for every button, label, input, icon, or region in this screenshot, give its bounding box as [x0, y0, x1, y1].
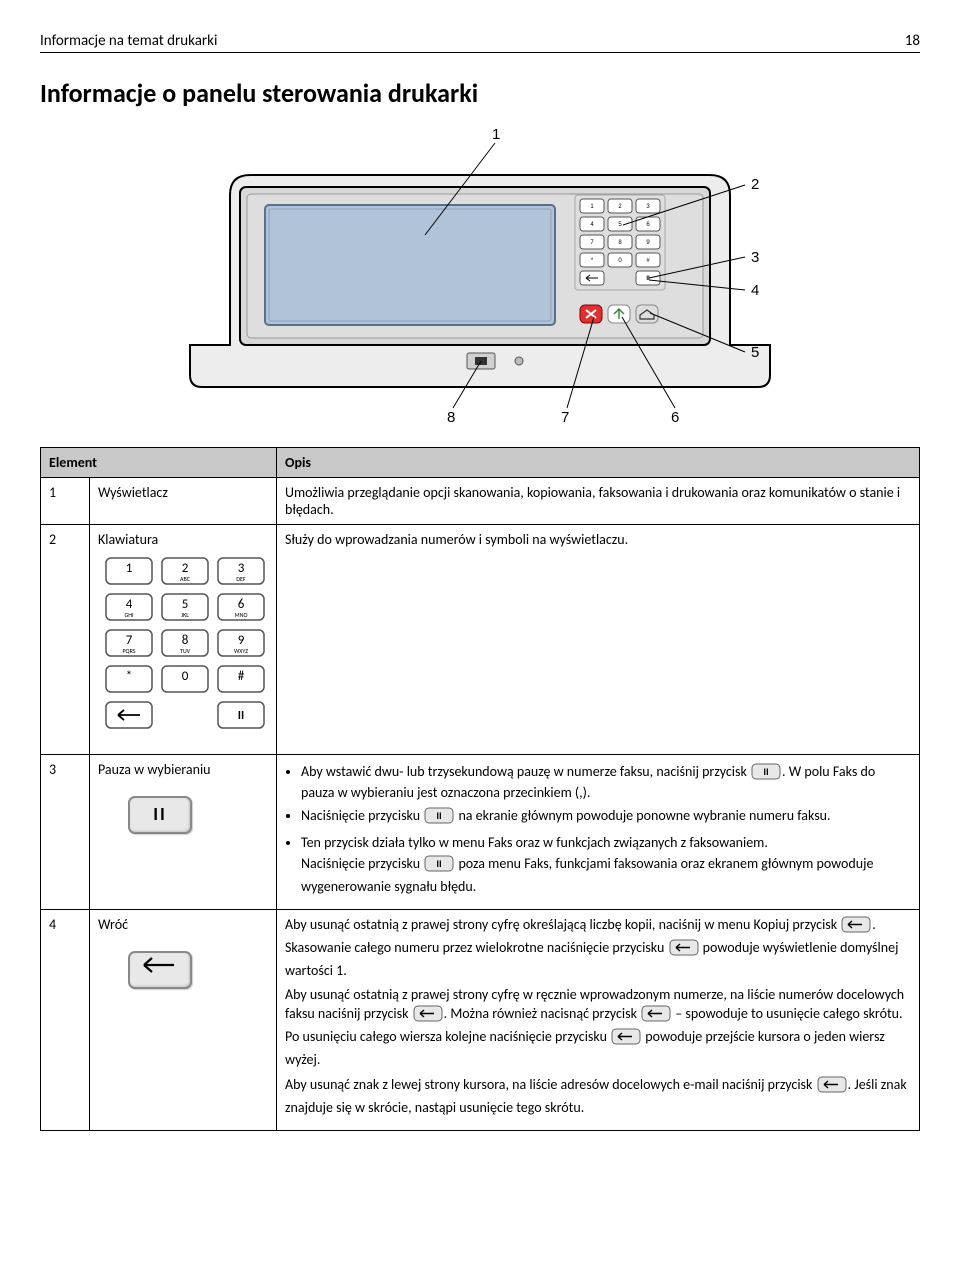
svg-text:TUV: TUV [180, 647, 191, 655]
pause-key-icon: II [423, 855, 455, 878]
page-header: Informacje na temat drukarki 18 [40, 32, 920, 53]
row-description: Służy do wprowadzania numerów i symboli … [277, 525, 920, 755]
table-row: 1WyświetlaczUmożliwia przeglądanie opcji… [41, 478, 920, 525]
back-key-icon [668, 939, 700, 962]
svg-text:8: 8 [182, 633, 189, 648]
callout-2: 2 [751, 176, 759, 193]
svg-text:II: II [238, 709, 244, 723]
header-page-number: 18 [905, 32, 920, 50]
pause-key-icon: II [423, 807, 455, 828]
header-title: Informacje na temat drukarki [40, 32, 217, 50]
row-number: 1 [41, 478, 90, 525]
row-element-name: Klawiatura12ABC3DEF4GHI5JKL6MNO7PQRS8TUV… [90, 525, 277, 755]
callout-6: 6 [671, 409, 679, 425]
svg-text:*: * [126, 669, 132, 684]
row-description: Aby wstawić dwu- lub trzysekundową pauzę… [277, 755, 920, 910]
row-description: Umożliwia przeglądanie opcji skanowania,… [277, 478, 920, 525]
table-row: 4WróćAby usunąć ostatnią z prawej strony… [41, 909, 920, 1130]
svg-text:DEF: DEF [236, 575, 246, 583]
keypad-illustration: 1 2ABC 3DEF 4GHI 5JKL 6MNO 7PQRS 8TUV 9WXYZ * 0 # II [98, 554, 268, 744]
svg-text:PQRS: PQRS [122, 647, 135, 655]
svg-text:1: 1 [126, 561, 133, 576]
row-element-name: Wyświetlacz [90, 478, 277, 525]
back-key-icon [816, 1076, 848, 1099]
row-element-name: Pauza w wybieraniuII [90, 755, 277, 910]
svg-text:4: 4 [126, 597, 133, 612]
row-element-name: Wróć [90, 909, 277, 1130]
svg-text:9: 9 [238, 633, 245, 648]
svg-text:II: II [646, 276, 650, 282]
svg-text:JKL: JKL [181, 611, 189, 619]
svg-text:II: II [763, 765, 768, 778]
svg-text:6: 6 [238, 597, 245, 612]
row-number: 2 [41, 525, 90, 755]
col-header-element: Element [41, 448, 277, 478]
callout-4: 4 [751, 282, 759, 299]
back-key-icon [640, 1005, 672, 1028]
svg-text:ABC: ABC [180, 575, 191, 583]
row-description: Aby usunąć ostatnią z prawej strony cyfr… [277, 909, 920, 1130]
callout-1: 1 [492, 126, 500, 143]
panel-svg: 123 456 789 *0# II 1 2 3 4 5 6 [185, 125, 775, 425]
callout-8: 8 [447, 409, 455, 425]
svg-text:#: # [238, 669, 245, 684]
table-row: 2Klawiatura12ABC3DEF4GHI5JKL6MNO7PQRS8TU… [41, 525, 920, 755]
svg-text:II: II [437, 857, 442, 870]
svg-text:7: 7 [126, 633, 133, 648]
section-title: Informacje o panelu sterowania drukarki [40, 77, 920, 109]
svg-text:WXYZ: WXYZ [234, 647, 248, 655]
callout-7: 7 [561, 409, 569, 425]
svg-text:5: 5 [182, 597, 189, 612]
col-header-desc: Opis [277, 448, 920, 478]
pause-key-icon: II [750, 763, 782, 784]
pause-button-illustration: II [128, 796, 192, 834]
svg-text:GHI: GHI [124, 611, 134, 619]
back-key-icon [610, 1028, 642, 1051]
back-key-icon [840, 916, 872, 939]
svg-text:MNO: MNO [235, 611, 248, 619]
callout-5: 5 [751, 344, 759, 361]
svg-text:0: 0 [182, 669, 189, 684]
row-number: 3 [41, 755, 90, 910]
row-number: 4 [41, 909, 90, 1130]
svg-text:2: 2 [182, 561, 189, 576]
svg-text:3: 3 [238, 561, 245, 576]
callout-3: 3 [751, 249, 759, 266]
svg-text:II: II [437, 809, 442, 822]
elements-table: Element Opis 1WyświetlaczUmożliwia przeg… [40, 447, 920, 1131]
back-button-illustration [128, 951, 192, 989]
back-key-icon [412, 1005, 444, 1028]
printer-panel-diagram: 123 456 789 *0# II 1 2 3 4 5 6 [40, 125, 920, 429]
table-row: 3Pauza w wybieraniuIIAby wstawić dwu- lu… [41, 755, 920, 910]
